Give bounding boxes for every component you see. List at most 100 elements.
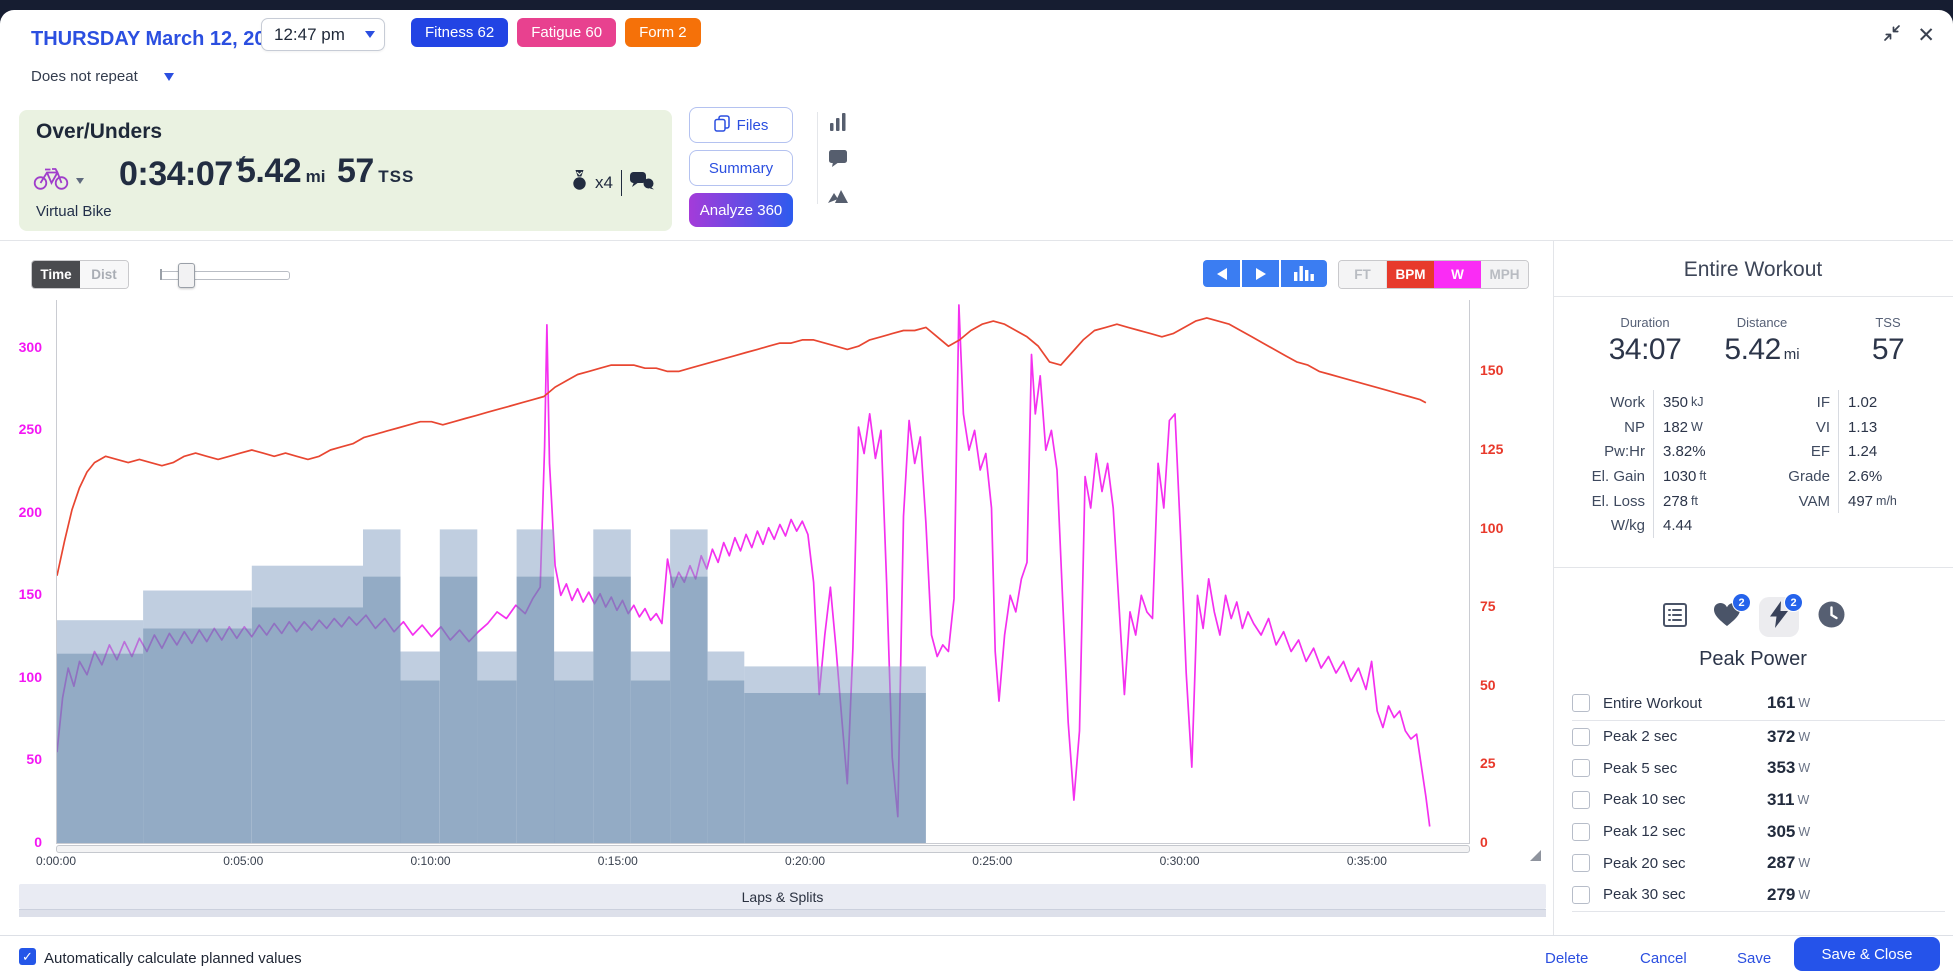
peak-row-checkbox[interactable] [1572,885,1590,904]
chart-plot[interactable] [56,300,1470,844]
planned-segment-cap [516,529,555,577]
y-right-tick: 50 [1480,676,1496,693]
cancel-button[interactable]: Cancel [1640,950,1687,967]
peak-row-value: 279 [1767,884,1796,904]
elevation-toggle-icon[interactable] [828,184,848,203]
peak-row: Peak 12 sec 305 W [1572,816,1945,848]
peak-row-checkbox[interactable] [1572,822,1590,841]
planned-segment [744,692,926,843]
fatigue-badge[interactable]: Fatigue 60 [517,18,617,47]
peak-row-checkbox[interactable] [1572,790,1590,809]
resize-handle-icon[interactable] [1530,850,1541,861]
channel-mph[interactable]: MPH [1481,261,1528,288]
delete-button[interactable]: Delete [1545,950,1589,967]
x-tick: 0:20:00 [785,854,826,868]
y-right-tick: 75 [1480,598,1496,615]
chevron-down-icon [163,72,174,81]
planned-segment [143,628,252,843]
close-icon[interactable]: ✕ [1917,23,1935,47]
tab-peak-pace[interactable] [1811,597,1851,637]
power-bolt-icon [1770,601,1788,633]
laps-splits-label: Laps & Splits [741,888,824,905]
chart-nav [1203,260,1327,287]
channel-toggles: FT BPM W MPH [1338,260,1529,289]
planned-segment [554,680,594,843]
planned-segment-cap [744,666,926,693]
y-left-tick: 100 [18,668,42,685]
channel-w[interactable]: W [1434,261,1481,288]
stat-row: NP 182 W [1560,414,1706,440]
fitness-badge[interactable]: Fitness 62 [411,18,509,47]
y-left-tick: 300 [18,338,42,355]
y-right-tick: 100 [1480,519,1504,536]
summary-button[interactable]: Summary [689,150,793,186]
dist-toggle[interactable]: Dist [80,261,128,288]
peak-row: Peak 2 sec 372 W [1572,721,1945,753]
peak-row-checkbox[interactable] [1572,727,1590,746]
time-select[interactable]: 12:47 pm [261,18,385,51]
collapse-icon[interactable] [1883,24,1901,47]
sport-type-select[interactable] [33,165,84,196]
stat-row: EF 1.24 [1740,439,1897,465]
form-badge[interactable]: Form 2 [625,18,701,47]
save-close-button[interactable]: Save & Close [1794,937,1940,971]
peak-row-unit: W [1798,856,1811,871]
pan-right-button[interactable] [1242,260,1279,287]
y-right-tick: 150 [1480,362,1504,379]
peak-row-unit: W [1798,761,1811,776]
clock-icon [1818,601,1845,633]
planned-segment [707,680,745,843]
planned-segment-cap [593,529,631,577]
peak-row-value: 311 [1767,789,1795,809]
channel-ft[interactable]: FT [1339,261,1387,288]
peak-section-title: Peak Power [1699,648,1807,670]
divider [1553,567,1953,568]
heart-badge: 2 [1732,593,1751,612]
repeat-select[interactable]: Does not repeat [31,68,174,85]
comments-icon[interactable] [629,171,655,195]
repeat-select-value: Does not repeat [31,68,138,85]
summary-duration: Duration 34:07 [1608,315,1682,366]
chart-scroll-track[interactable] [56,845,1470,853]
tab-peak-power[interactable]: 2 [1759,593,1803,637]
laps-splits-bar[interactable]: Laps & Splits [19,884,1546,909]
planned-segment-cap [477,651,517,681]
y-left-tick: 50 [26,751,42,768]
x-tick: 0:05:00 [223,854,264,868]
stat-row: El. Gain 1030 ft [1560,464,1706,489]
peak-row: Entire Workout 161 W [1572,686,1945,721]
peak-row-value: 161 [1767,693,1796,712]
chart-toggle-icon[interactable] [829,112,847,131]
x-tick: 0:35:00 [1346,854,1387,868]
zoom-slider[interactable] [160,263,290,288]
distance-unit: mi [305,167,326,186]
channel-bpm[interactable]: BPM [1387,261,1434,288]
peak-row-checkbox[interactable] [1572,759,1590,778]
save-button[interactable]: Save [1737,950,1772,967]
peak-row-unit: W [1798,729,1811,744]
chart-style-button[interactable] [1281,260,1327,287]
peak-row-checkbox[interactable] [1572,694,1590,712]
peak-row-checkbox[interactable] [1572,854,1590,873]
files-button[interactable]: Files [689,107,793,143]
pan-left-button[interactable] [1203,260,1240,287]
tab-laps-list[interactable] [1655,597,1695,637]
summary-button-label: Summary [708,159,774,177]
analyze-360-button[interactable]: Analyze 360 [689,193,793,227]
date-link[interactable]: THURSDAY March 12, 2026 [31,28,288,50]
auto-calc-label: Automatically calculate planned values [44,950,302,967]
summary-tss: TSS 57 [1871,315,1905,366]
heart-rate-line [56,317,1427,576]
workout-title: Over/Unders [36,120,163,143]
divider [0,935,1953,936]
zoom-slider-handle[interactable] [178,263,195,288]
peak-row-value: 372 [1767,726,1796,746]
divider [1553,296,1953,297]
y-axis-right: 150 125 100 75 50 25 0 [1472,300,1532,850]
peak-row-unit: W [1798,696,1811,710]
comments-toggle-icon[interactable] [829,148,847,167]
tab-heart-rate[interactable]: 2 [1707,593,1751,637]
auto-calc-checkbox[interactable]: ✓ [19,948,36,965]
time-toggle[interactable]: Time [32,261,80,288]
